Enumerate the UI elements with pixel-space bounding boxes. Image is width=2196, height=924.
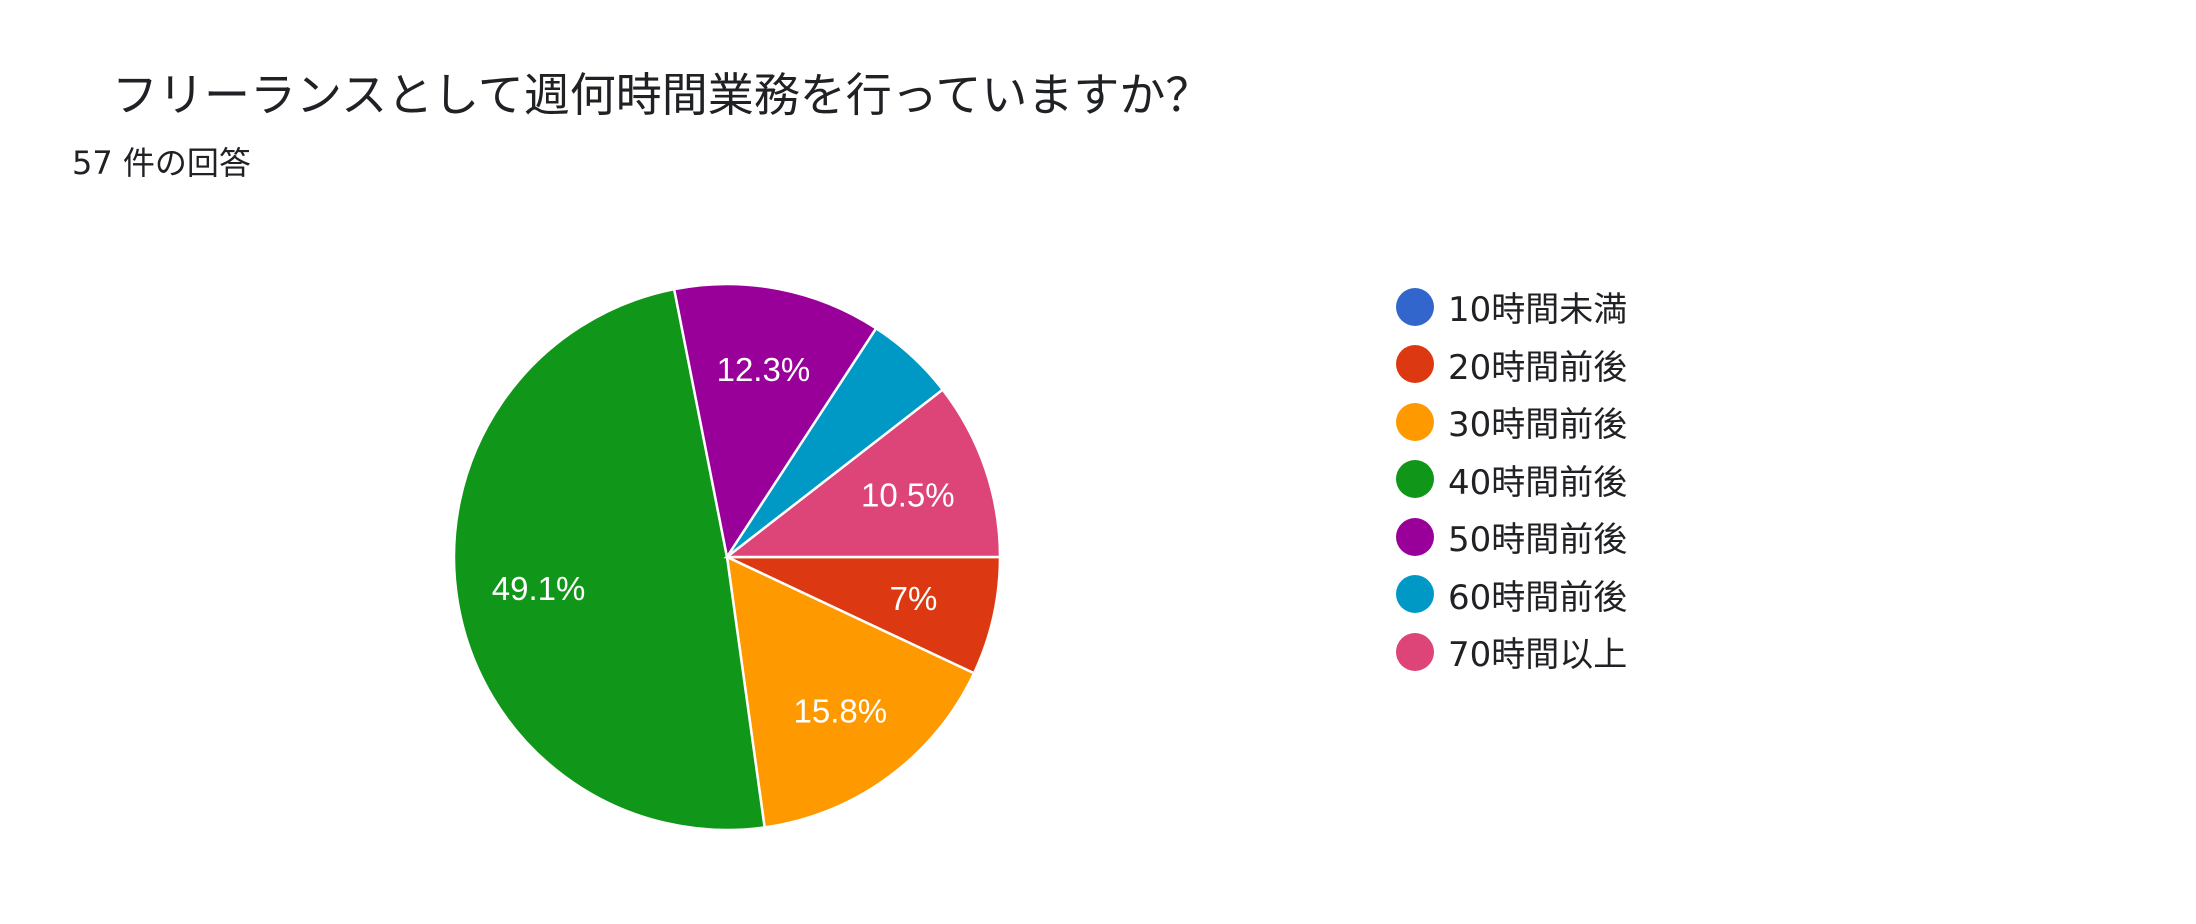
pie-slice	[726, 555, 1002, 675]
slice-label: 12.3%	[717, 351, 811, 388]
legend-swatch-icon	[1396, 402, 1434, 441]
legend-item[interactable]: 60時間前後	[1396, 566, 1627, 624]
legend-swatch-icon	[1396, 345, 1434, 384]
slice-label: 15.8%	[794, 692, 888, 729]
legend-item[interactable]: 10時間未満	[1396, 278, 1627, 336]
slice-label: 49.1%	[492, 570, 586, 607]
legend-item[interactable]: 40時間前後	[1396, 451, 1627, 509]
legend-label: 30時間前後	[1448, 405, 1628, 446]
legend-label: 50時間前後	[1448, 520, 1628, 561]
legend-swatch-icon	[1396, 632, 1434, 671]
slice-label: 7%	[890, 580, 938, 617]
pie-slice	[672, 282, 878, 561]
legend-label: 70時間以上	[1448, 635, 1628, 676]
pie-slice	[723, 387, 1002, 559]
legend-label: 20時間前後	[1448, 347, 1628, 388]
legend-swatch-icon	[1396, 517, 1434, 556]
legend-label: 60時間前後	[1448, 577, 1628, 618]
chart-title: フリーランスとして週何時間業務を行っていますか？	[112, 68, 1212, 122]
legend-item[interactable]: 30時間前後	[1396, 393, 1627, 451]
slice-label: 10.5%	[861, 477, 955, 514]
legend-label: 40時間前後	[1448, 462, 1628, 503]
legend-label: 10時間未満	[1448, 290, 1628, 331]
legend-item[interactable]: 50時間前後	[1396, 508, 1627, 566]
legend-item[interactable]: 70時間以上	[1396, 623, 1627, 681]
response-count: 57 件の回答	[72, 144, 251, 182]
legend-swatch-icon	[1396, 460, 1434, 499]
legend-item[interactable]: 20時間前後	[1396, 336, 1627, 394]
pie-slice	[725, 554, 976, 829]
chart-legend: 10時間未満 20時間前後 30時間前後 40時間前後 50時間前後 60時間前後 70時間…	[1396, 278, 1627, 681]
legend-swatch-icon	[1396, 575, 1434, 614]
legend-swatch-icon	[1396, 287, 1434, 326]
pie-slice	[452, 287, 767, 832]
